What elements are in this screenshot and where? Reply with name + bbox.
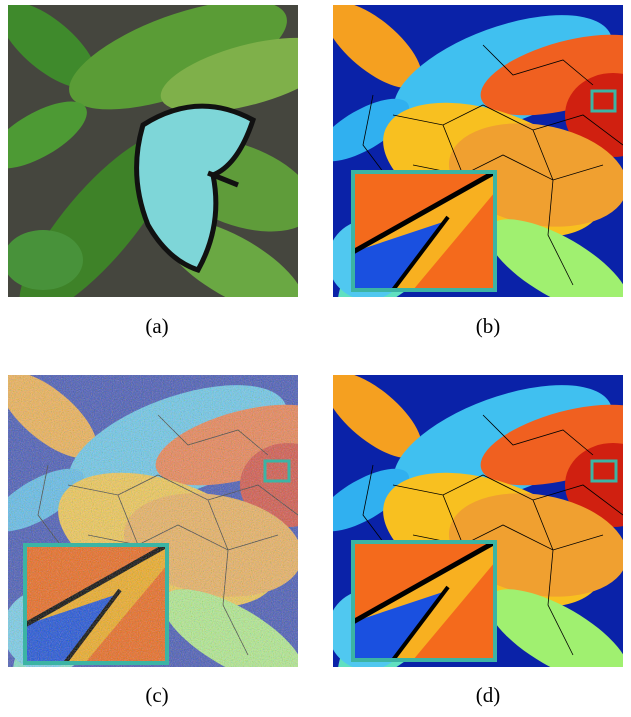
heatmap-panel bbox=[8, 375, 298, 667]
caption: (c) bbox=[145, 683, 168, 707]
heatmap-panel bbox=[333, 5, 623, 297]
heatmap-panel bbox=[333, 375, 623, 667]
caption: (d) bbox=[476, 683, 501, 707]
caption: (b) bbox=[476, 314, 501, 338]
photo-panel bbox=[8, 5, 298, 297]
caption: (a) bbox=[145, 314, 168, 338]
